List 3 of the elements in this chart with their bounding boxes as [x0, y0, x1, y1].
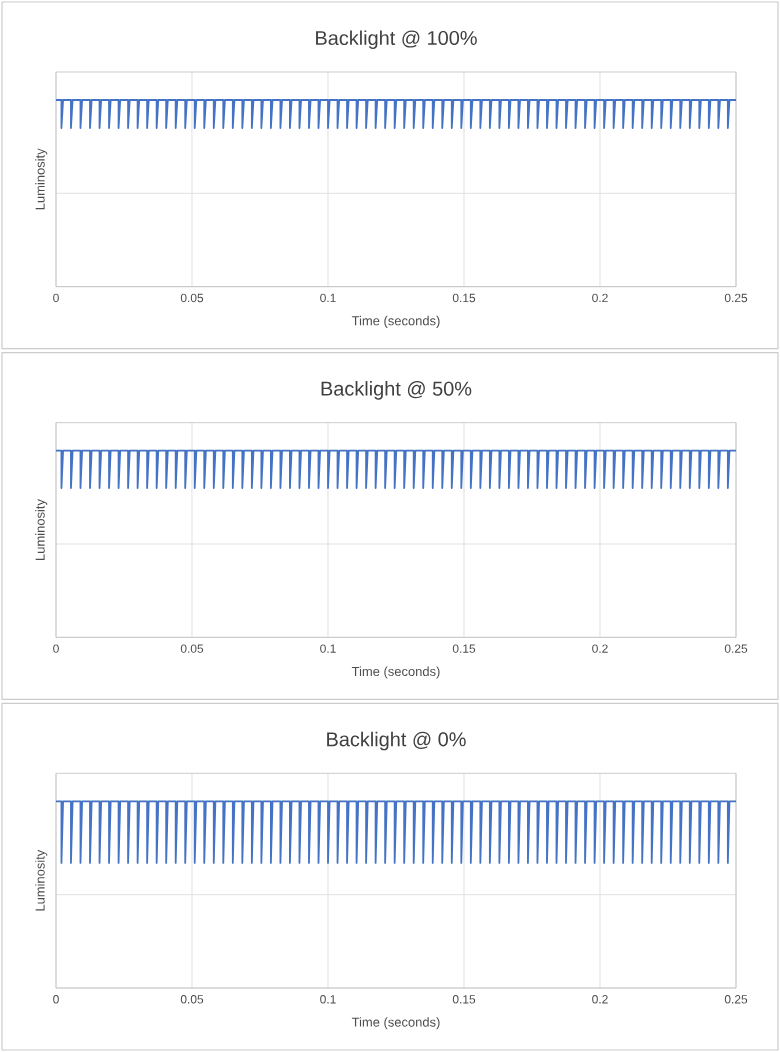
- chart-title: Backlight @ 100%: [316, 30, 477, 49]
- chart-title: Backlight @ 50%: [321, 381, 472, 400]
- chart-title: Backlight @ 0%: [327, 731, 466, 751]
